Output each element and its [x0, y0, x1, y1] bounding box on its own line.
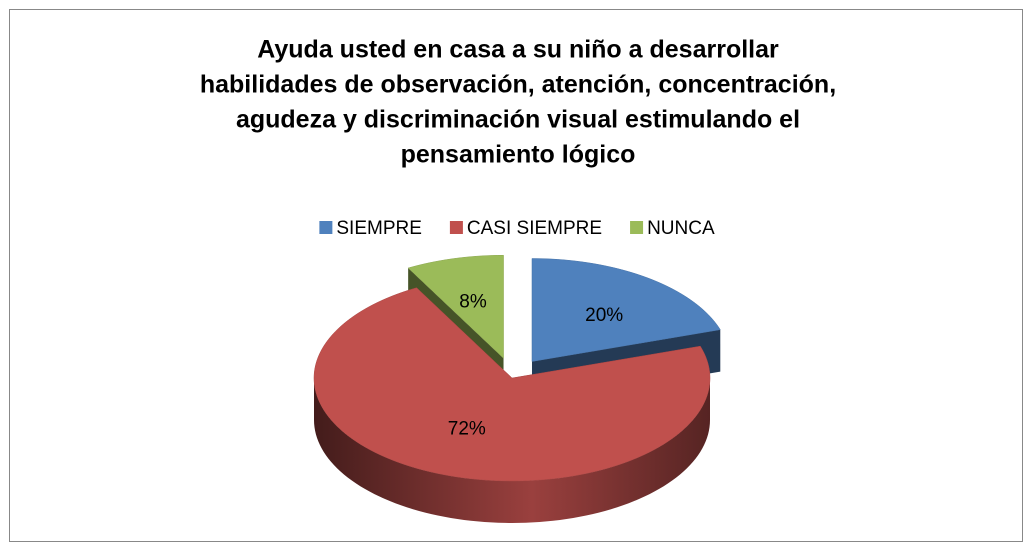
- slice-top: [531, 258, 721, 362]
- chart-title: Ayuda usted en casa a su niño a desarrol…: [257, 36, 779, 64]
- legend: SIEMPRE CASI SIEMPRE NUNCA: [319, 218, 715, 239]
- chart-title: agudeza y discriminación visual estimula…: [236, 106, 800, 134]
- legend-swatch: [449, 221, 463, 234]
- slice-top: [313, 287, 711, 482]
- data-label: 8%: [459, 291, 487, 312]
- data-label: 20%: [585, 305, 623, 326]
- legend-swatch: [319, 221, 333, 234]
- slice-top: [407, 254, 504, 359]
- legend-label: NUNCA: [647, 218, 715, 239]
- legend-label: CASI SIEMPRE: [467, 218, 602, 239]
- legend-swatch: [630, 221, 644, 234]
- chart-title: habilidades de observación, atención, co…: [200, 71, 836, 99]
- chart-title: pensamiento lógico: [401, 141, 636, 169]
- pie-slice: [313, 287, 711, 523]
- legend-label: SIEMPRE: [336, 218, 422, 239]
- data-label: 72%: [448, 418, 486, 439]
- slice-wall: [314, 378, 710, 523]
